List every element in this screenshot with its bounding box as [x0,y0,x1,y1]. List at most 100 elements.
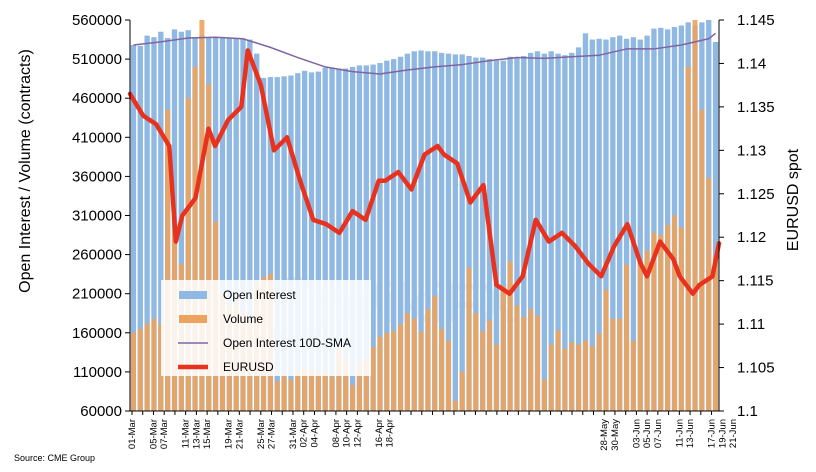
legend-label-volume: Volume [223,312,263,326]
right-axis-title: EURUSD spot [785,148,802,251]
x-tick-label: 13-Mar [191,419,202,449]
left-tick-label: 110000 [73,364,122,381]
open-interest-bar [130,45,137,412]
volume-bar [473,313,479,411]
volume-bar [685,66,691,412]
x-tick-label: 21-Mar [234,419,245,449]
open-interest-bar [329,67,335,411]
x-tick-label: 17-Jun [707,419,718,448]
x-tick-label: 16-Apr [374,419,385,448]
x-tick-label: 11-Jun [674,419,685,447]
open-interest-bar [151,37,157,411]
volume-bar [459,371,465,411]
open-interest-bar [596,38,602,412]
legend-label-eurusd: EURUSD [223,360,274,374]
volume-bar [555,330,561,411]
volume-bar [596,333,602,411]
x-tick-label: 11-Mar [181,419,192,448]
open-interest-bar [589,39,595,412]
x-tick-label: 15-Mar [202,419,213,449]
volume-bar [589,346,595,411]
volume-bar [541,379,547,411]
volume-bar [576,344,582,411]
open-interest-bar [514,58,520,411]
open-interest-bar [137,45,143,412]
open-interest-bar [452,54,458,411]
x-tick-label: 19-Mar [224,419,235,449]
left-tick-label: 360000 [72,168,122,185]
volume-bar [610,318,616,411]
volume-bar [309,370,314,411]
open-interest-bar [459,54,465,411]
legend-label-open-interest: Open Interest [223,288,296,302]
open-interest-bar [343,68,349,411]
volume-bar [206,84,212,412]
volume-bar [466,267,472,411]
volume-bar [144,323,150,411]
x-tick-label: 07-Jun [653,419,664,448]
open-interest-bar [322,67,328,411]
volume-bar [404,313,410,411]
volume-bar [151,318,157,411]
left-tick-label: 210000 [72,286,122,303]
open-interest-bar [603,39,609,412]
volume-bar [391,331,397,411]
eurusd-line [127,48,722,296]
open-interest-bar [226,37,232,412]
x-tick-label: 31-Mar [288,419,299,449]
volume-bar [699,109,705,412]
open-interest-bar [466,55,472,411]
open-interest-bar [219,37,226,411]
x-tick-label: 08-Apr [331,419,342,448]
volume-bar [630,340,636,411]
left-tick-label: 560000 [72,12,122,29]
open-interest-bar [281,76,287,412]
open-interest-bar [575,47,582,412]
open-interest-bar [308,72,315,411]
open-interest-bar [404,53,411,411]
open-interest-bar [349,66,356,412]
open-interest-bar [473,57,479,411]
volume-bar [418,332,424,411]
open-interest-sma-series [133,32,717,75]
volume-bar [487,320,493,411]
x-tick-label: 28-May [599,419,610,451]
open-interest-bar [493,60,500,411]
volume-bar [384,332,390,411]
volume-bar [493,344,499,411]
open-interest-bar [425,51,431,411]
open-interest-bar [267,77,274,411]
legend-swatch-open-interest [179,291,207,299]
open-interest-bar [418,50,424,411]
right-axis-ticks: 1.1 1.105 1.11 1.115 1.12 1.125 1.13 1.135 1.14 1… [719,12,775,420]
right-tick-label: 1.14 [737,55,766,72]
x-tick-label: 02-Apr [299,419,310,448]
open-interest-bar [658,27,664,411]
volume-bar [363,360,369,411]
volume-bar [644,250,650,411]
volume-bar [425,309,431,411]
volume-bar [302,367,308,411]
volume-bar [432,296,438,411]
open-interest-bar [548,51,554,411]
open-interest-bar [644,35,650,411]
volume-bar [439,328,445,411]
volume-bar [637,260,643,411]
open-interest-bar [637,39,643,412]
volume-bar [617,318,623,411]
volume-bar [356,364,362,411]
volume-bar [343,360,349,411]
open-interest-bar [610,37,616,411]
left-tick-label: 410000 [72,129,122,146]
legend: Open Interest Volume Open Interest 10D-S… [161,280,371,376]
open-interest-bar [384,60,390,411]
open-interest-bar [158,31,164,411]
right-tick-label: 1.11 [737,316,765,333]
volume-bar [137,328,143,411]
left-tick-label: 310000 [72,208,122,225]
volume-bar [672,215,677,411]
open-interest-bar [569,52,575,412]
x-tick-label: 30-May [610,419,621,451]
open-interest-bar [247,39,253,412]
open-interest-bar [507,56,513,411]
